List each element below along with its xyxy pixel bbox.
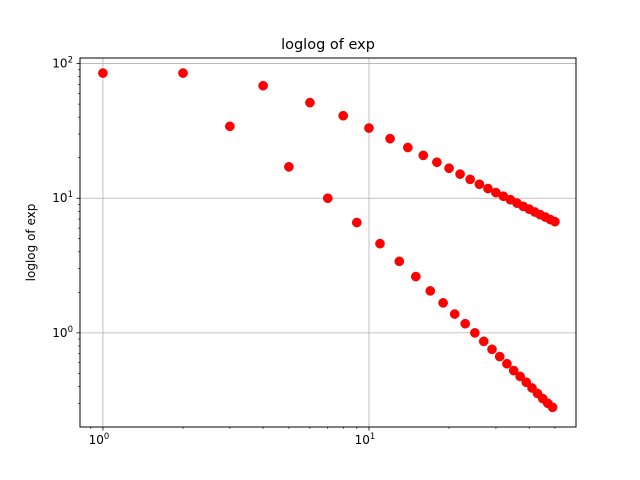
x-tick-label: 101	[355, 432, 376, 447]
data-point	[521, 377, 532, 388]
data-point	[465, 174, 475, 185]
data-point	[258, 80, 268, 91]
y-tick-label: 100	[52, 325, 73, 340]
data-point	[375, 238, 385, 249]
data-point	[455, 169, 465, 179]
data-point	[502, 358, 512, 369]
data-point	[425, 286, 436, 296]
x-tick-label: 100	[89, 432, 110, 447]
data-point	[364, 123, 374, 133]
data-point	[410, 271, 421, 282]
data-point	[515, 371, 525, 382]
data-point	[385, 133, 395, 144]
data-point	[469, 328, 480, 338]
data-point	[508, 365, 519, 376]
data-point	[474, 179, 485, 190]
data-point	[394, 256, 405, 267]
y-tick-label: 101	[52, 190, 73, 205]
data-point	[483, 183, 493, 194]
data-point	[351, 217, 362, 228]
data-point	[98, 68, 108, 78]
y-ticks: 100 101 102	[52, 56, 80, 404]
data-point	[284, 162, 294, 172]
data-point	[449, 309, 460, 319]
data-point	[432, 157, 442, 168]
data-point	[178, 68, 188, 78]
x-ticks: 100 101	[89, 427, 556, 447]
data-points	[98, 68, 560, 413]
chart-title: loglog of exp	[281, 37, 375, 53]
data-point	[550, 216, 560, 227]
y-tick-label: 102	[52, 56, 73, 71]
y-axis-label: loglog of exp	[24, 204, 38, 282]
data-point	[478, 336, 489, 347]
data-point	[338, 110, 349, 121]
data-point	[494, 351, 505, 362]
data-point	[487, 344, 497, 355]
data-point	[547, 402, 558, 413]
data-point	[305, 97, 315, 108]
data-point	[225, 121, 235, 132]
data-point	[418, 150, 429, 161]
data-point	[444, 163, 454, 174]
data-point	[322, 193, 333, 204]
data-point	[460, 318, 471, 329]
grid-layer	[80, 58, 576, 427]
data-point	[403, 142, 413, 153]
data-point	[438, 298, 448, 308]
